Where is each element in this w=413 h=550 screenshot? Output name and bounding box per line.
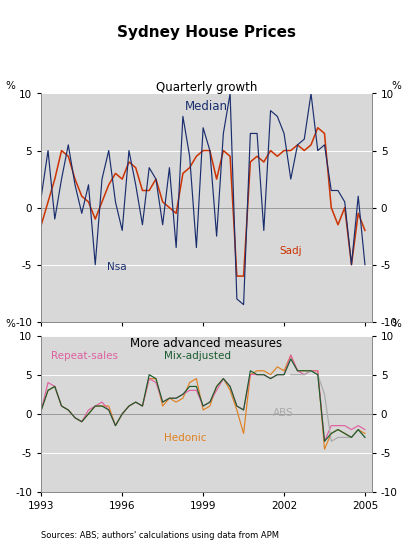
Text: Sadj: Sadj: [279, 246, 302, 256]
Text: %: %: [392, 81, 401, 91]
Text: Sources: ABS; authors' calculations using data from APM: Sources: ABS; authors' calculations usin…: [41, 531, 279, 540]
Title: Quarterly growth: Quarterly growth: [156, 80, 257, 94]
Text: %: %: [5, 319, 15, 329]
Text: ABS: ABS: [273, 408, 293, 417]
Text: Median: Median: [185, 100, 228, 113]
Text: Hedonic: Hedonic: [164, 433, 206, 443]
Text: Nsa: Nsa: [107, 262, 127, 272]
Text: %: %: [392, 319, 401, 329]
Text: Mix-adjusted: Mix-adjusted: [164, 351, 230, 361]
Text: %: %: [5, 81, 15, 91]
Text: Sydney House Prices: Sydney House Prices: [117, 25, 296, 40]
Text: Repeat-sales: Repeat-sales: [51, 351, 118, 361]
Text: More advanced measures: More advanced measures: [131, 337, 282, 350]
